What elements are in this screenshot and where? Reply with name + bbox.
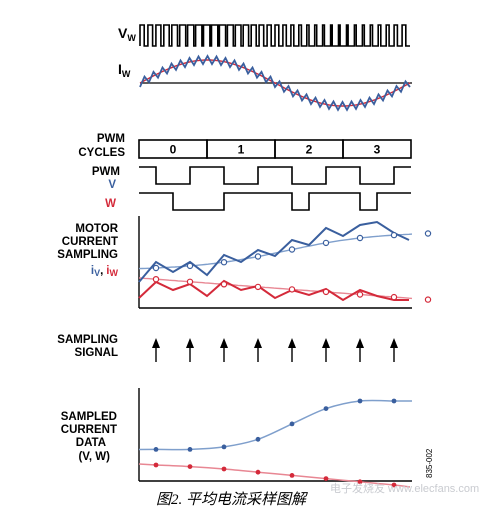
pwm-w-label: W — [105, 198, 116, 210]
sampling-label-1: SAMPLING — [57, 334, 118, 346]
sampled-v-point — [187, 447, 193, 452]
pwm-w-waveform — [139, 192, 411, 211]
sampled-w-point — [153, 462, 159, 468]
sampling-arrow-head — [186, 338, 194, 348]
motor-v-sample-point — [288, 246, 296, 253]
pwm-cycle-label: 0 — [170, 143, 177, 157]
sampling-label-2: SIGNAL — [75, 347, 118, 359]
iv-iw-label: iV, iW — [91, 265, 119, 278]
vw-label: VW — [118, 25, 136, 43]
vw-pwm-waveform — [139, 24, 410, 47]
sampled-w-point — [255, 469, 261, 475]
motor-v-sample-point — [322, 239, 330, 247]
motor-w-sample-point — [152, 276, 160, 283]
motor-w-sample-point — [288, 286, 296, 293]
sampling-arrow-head — [220, 338, 228, 348]
motor-w-sample-point — [220, 281, 228, 288]
motor-v-sample-point — [254, 253, 262, 260]
sampling-arrow-head — [152, 338, 160, 348]
iw-ripple-current — [139, 54, 411, 112]
sampled-v-point — [255, 436, 261, 442]
iw-average-sine — [139, 59, 411, 107]
sampled-w-point — [357, 479, 363, 485]
pwm-v-waveform — [139, 166, 411, 185]
sampled-w-point — [289, 473, 295, 478]
sampled-v-point — [323, 406, 329, 411]
motor-label-2: CURRENT — [62, 236, 118, 248]
motor-w-sample-point — [186, 278, 194, 285]
pwm-cycles-label-1: PWM — [97, 133, 125, 145]
figure-caption: 图2. 平均电流采样图解 — [156, 491, 308, 508]
sampled-v-points — [153, 398, 397, 452]
sampled-label-2: CURRENT — [61, 424, 117, 436]
motor-label-3: SAMPLING — [57, 249, 118, 261]
sampled-w-point — [187, 464, 193, 469]
sampled-v-point — [289, 421, 295, 427]
sampled-w-point — [323, 476, 329, 481]
sampled-label-3: DATA — [76, 437, 106, 449]
sampled-w-points — [153, 462, 397, 488]
sampled-v-point — [153, 447, 159, 452]
sampled-label-1: SAMPLED — [61, 411, 117, 423]
motor-w-sample-point — [424, 296, 432, 303]
motor-v-average-curve — [138, 233, 413, 270]
motor-w-ripple — [138, 279, 409, 302]
motor-v-sample-point — [220, 259, 228, 266]
motor-v-sample-point — [424, 230, 432, 237]
sampling-arrow-head — [288, 338, 296, 348]
watermark: 电子发烧友 www.elecfans.com — [330, 481, 479, 495]
sampling-arrow-head — [254, 338, 262, 348]
pwm-cycle-label: 2 — [306, 143, 313, 157]
motor-v-sample-point — [186, 262, 194, 270]
motor-w-sample-point — [254, 283, 262, 291]
sampled-v-point — [357, 398, 363, 404]
motor-label-1: MOTOR — [75, 223, 118, 235]
motor-v-sample-point — [390, 231, 398, 239]
sampled-w-point — [221, 466, 227, 472]
sampled-v-point — [221, 444, 227, 450]
pwm-cycle-label: 3 — [374, 143, 381, 157]
sampled-w-curve — [138, 463, 411, 488]
sampled-label-4: (V, W) — [78, 451, 110, 463]
sampling-arrow-head — [356, 338, 364, 348]
sampled-v-curve — [138, 399, 412, 451]
motor-w-sample-point — [356, 291, 364, 298]
sampled-v-point — [391, 398, 397, 404]
iw-label: IW — [118, 61, 131, 79]
figure-number: 835-002 — [425, 448, 434, 478]
motor-v-sample-point — [356, 234, 364, 242]
pwm-cycle-label: 1 — [238, 143, 245, 157]
sampling-arrow-head — [322, 338, 330, 348]
motor-v-ripple — [138, 220, 410, 283]
motor-v-sample-point — [152, 264, 160, 272]
pwm-label: PWM — [92, 166, 120, 178]
sampling-arrow-head — [390, 338, 398, 348]
motor-v-sample-points — [152, 230, 432, 272]
sampled-w-point — [391, 482, 397, 488]
motor-w-average-curve — [138, 277, 413, 300]
pwm-cycles-label-2: CYCLES — [78, 147, 125, 159]
motor-w-sample-point — [322, 288, 330, 296]
pwm-cycle-box — [342, 139, 412, 159]
pwm-v-label: V — [108, 179, 116, 191]
sampling-arrows — [152, 338, 398, 362]
motor-w-sample-point — [390, 293, 398, 301]
motor-w-sample-points — [152, 276, 432, 303]
pwm-cycle-boxes: 0 1 2 3 — [138, 139, 412, 159]
